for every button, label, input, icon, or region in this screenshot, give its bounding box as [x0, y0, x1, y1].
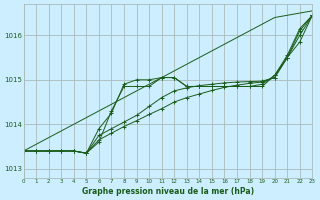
X-axis label: Graphe pression niveau de la mer (hPa): Graphe pression niveau de la mer (hPa) [82, 187, 254, 196]
